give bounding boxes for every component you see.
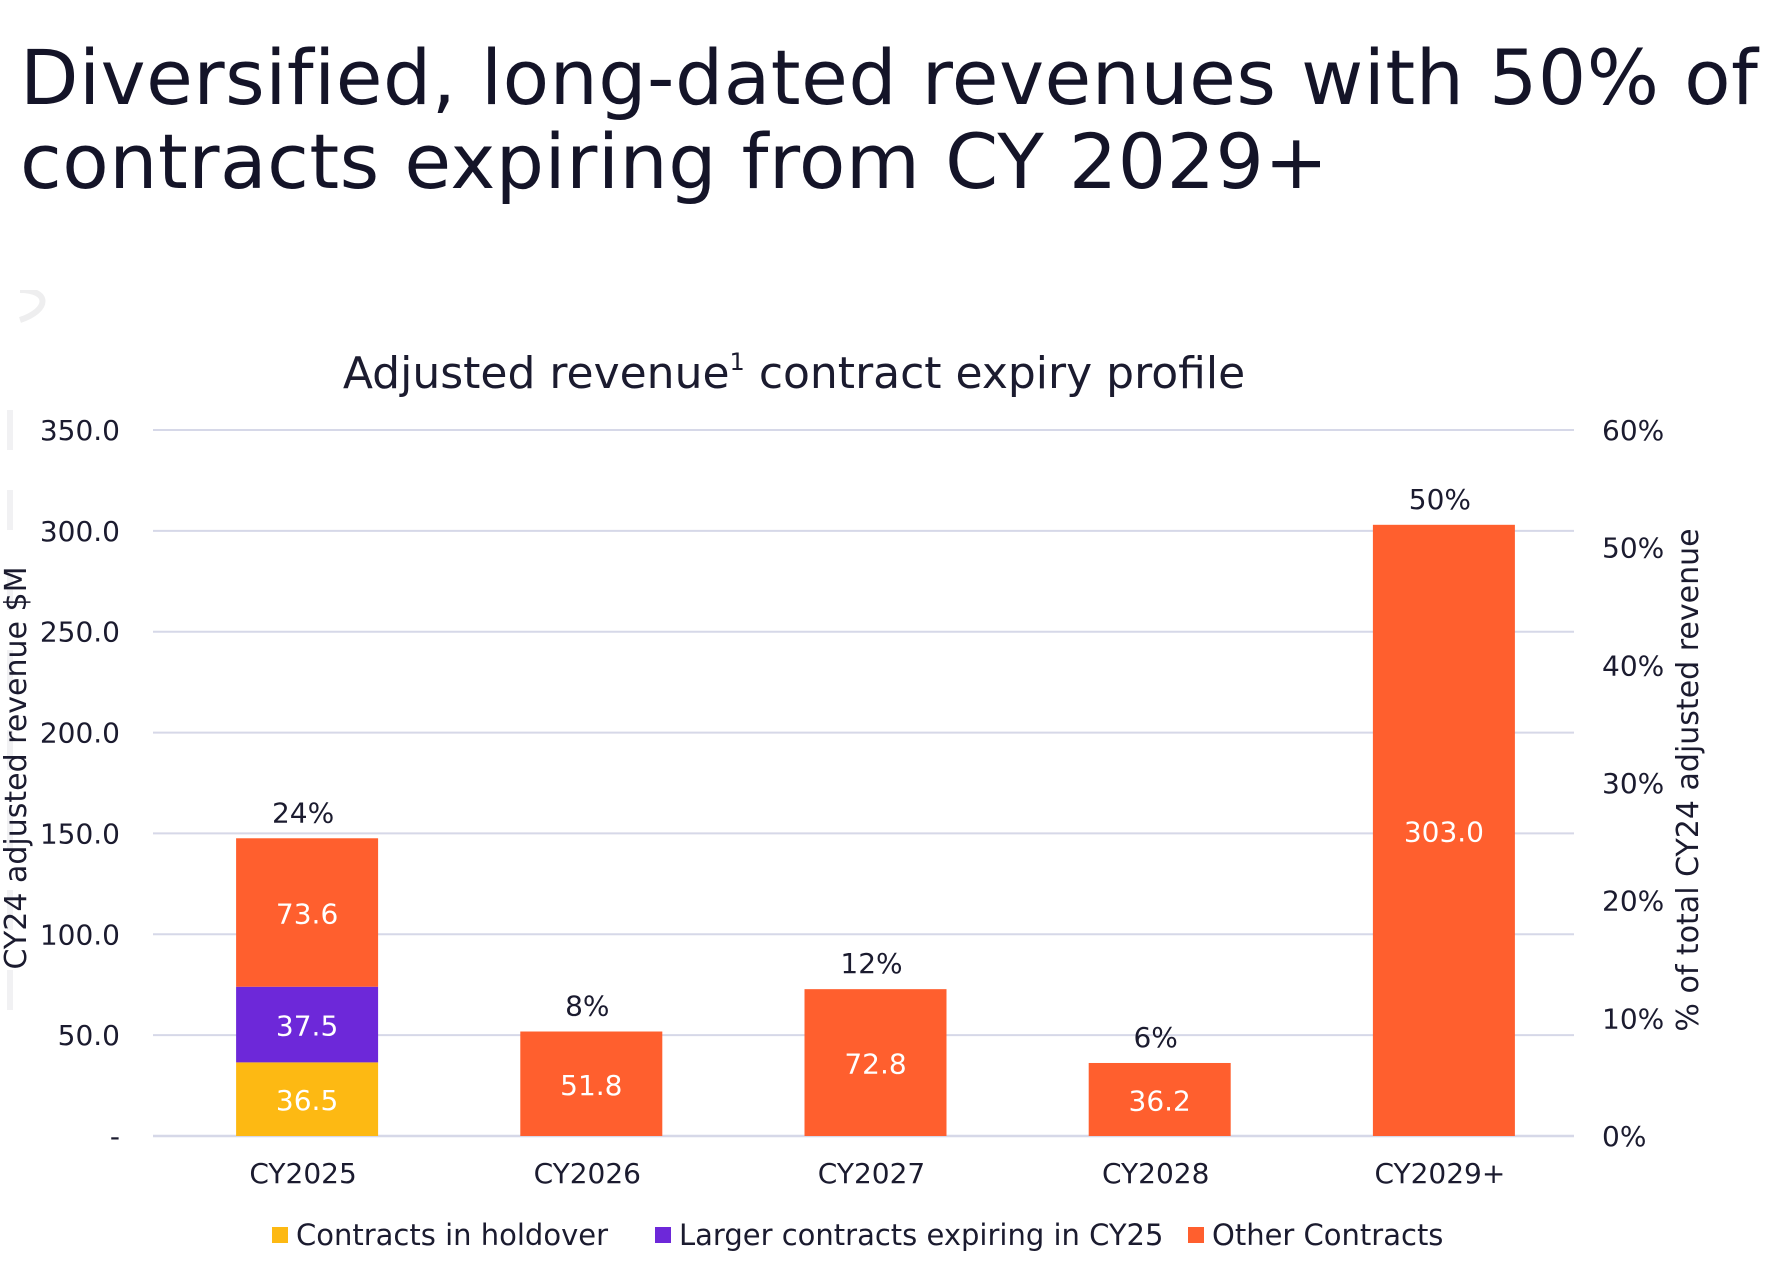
labels: - 50.0 100.0 150.0 200.0 250.0 300.0 350.0 0% 10%… — [40, 414, 1664, 1190]
y2-tick-label: 50% — [1602, 532, 1664, 565]
chart-title-main: Adjusted revenue — [343, 348, 730, 399]
legend-label: Contracts in holdover — [296, 1218, 608, 1252]
y-tick-label: - — [110, 1120, 120, 1153]
grid-lines — [153, 429, 1574, 1138]
page-headline: Diversified, long-dated revenues with 50… — [20, 33, 1759, 206]
bar-segment — [804, 989, 947, 1136]
chart-title-superscript: 1 — [730, 348, 745, 376]
bar-value-label: 36.5 — [276, 1084, 338, 1117]
legend: Contracts in holdover Larger contracts ex… — [272, 1218, 1443, 1252]
x-tick-label: CY2026 — [534, 1157, 641, 1190]
legend-swatch — [1188, 1227, 1204, 1243]
bar-percent-label: 24% — [272, 796, 334, 829]
bar-percent-label: 6% — [1133, 1021, 1177, 1054]
legend-swatch — [272, 1227, 288, 1243]
y-tick-label: 200.0 — [40, 717, 120, 750]
x-tick-label: CY2028 — [1102, 1157, 1209, 1190]
bar-percent-label: 50% — [1409, 483, 1471, 516]
y-tick-label: 100.0 — [40, 918, 120, 951]
y2-axis-label: % of total CY24 adjusted revenue — [1671, 528, 1706, 1031]
background-watermark — [7, 290, 46, 1050]
bar-value-label: 51.8 — [560, 1069, 622, 1102]
y-tick-label: 250.0 — [40, 616, 120, 649]
bar-value-label: 303.0 — [1404, 815, 1484, 848]
bar-segment — [236, 986, 379, 1063]
bars — [236, 524, 1515, 1136]
y2-tick-label: 20% — [1602, 885, 1664, 918]
bar-segment — [236, 838, 379, 987]
y2-tick-label: 0% — [1602, 1120, 1646, 1153]
y2-tick-label: 30% — [1602, 767, 1664, 800]
bar-value-label: 37.5 — [276, 1010, 338, 1043]
bar-value-label: 72.8 — [844, 1048, 906, 1081]
y-axis-label: CY24 adjusted revenue $M — [0, 567, 34, 970]
bar-segment — [1088, 1062, 1231, 1136]
x-tick-label: CY2029+ — [1374, 1157, 1505, 1190]
bar-value-label: 73.6 — [276, 898, 338, 931]
bar-percent-label: 12% — [840, 947, 902, 980]
y2-tick-label: 60% — [1602, 414, 1664, 447]
x-tick-label: CY2027 — [818, 1157, 925, 1190]
bar-segment — [1372, 524, 1515, 1136]
x-tick-label: CY2025 — [249, 1157, 356, 1190]
y-tick-label: 150.0 — [40, 817, 120, 850]
bar-percent-label: 8% — [565, 990, 609, 1023]
bar-value-label: 36.2 — [1129, 1084, 1191, 1117]
y-tick-label: 350.0 — [40, 414, 120, 447]
y2-tick-label: 40% — [1602, 649, 1664, 682]
y-tick-label: 50.0 — [58, 1019, 120, 1052]
chart-title-suffix: contract expiry profile — [759, 348, 1245, 399]
bar-segment — [520, 1031, 663, 1136]
chart-title: Adjusted revenue1 contract expiry profil… — [343, 348, 1245, 399]
legend-swatch — [655, 1227, 671, 1243]
y-tick-label: 300.0 — [40, 515, 120, 548]
legend-label: Larger contracts expiring in CY25 — [679, 1218, 1163, 1252]
legend-label: Other Contracts — [1212, 1218, 1443, 1252]
bar-segment — [236, 1062, 379, 1136]
y2-tick-label: 10% — [1602, 1002, 1664, 1035]
